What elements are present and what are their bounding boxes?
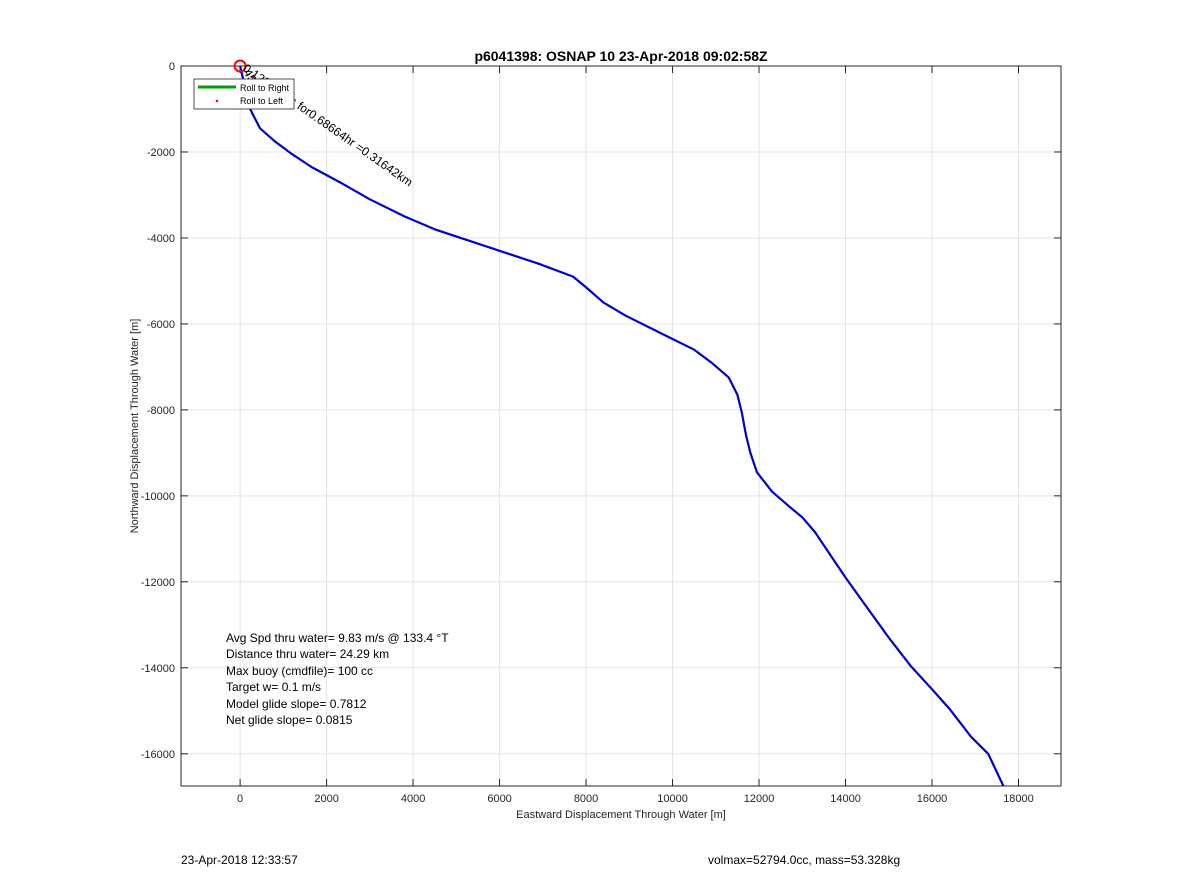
x-tick-label: 14000: [830, 793, 861, 805]
legend-box: [193, 78, 295, 110]
stats-block: Avg Spd thru water= 9.83 m/s @ 133.4 °T …: [226, 631, 449, 727]
footer-vol-mass: volmax=52794.0cc, mass=53.328kg: [708, 853, 901, 867]
y-tick-label: -4000: [147, 233, 175, 245]
x-tick-label: 6000: [487, 793, 511, 805]
ticks: [181, 65, 1061, 786]
axes-frame: [180, 65, 1062, 787]
y-tick-label: -16000: [141, 749, 175, 761]
y-tick-label: 0: [169, 61, 175, 73]
stat-model-glide: Model glide slope= 0.7812: [226, 697, 367, 711]
x-tick-label: 12000: [744, 793, 775, 805]
grid: [181, 65, 1061, 786]
y-axis-label: Northward Displacement Through Water [m]: [129, 319, 141, 534]
x-tick-label: 2000: [314, 793, 338, 805]
x-tick-label: 18000: [1003, 793, 1034, 805]
footer-timestamp: 23-Apr-2018 12:33:57: [181, 853, 298, 867]
y-tick-label: -8000: [147, 405, 175, 417]
x-axis-label: Eastward Displacement Through Water [m]: [516, 809, 726, 821]
x-tick-label: 8000: [574, 793, 598, 805]
legend-label-roll-left: Roll to Left: [240, 96, 284, 106]
x-tick-labels: 0 2000 4000 6000 8000 10000 12000 14000 16000 180…: [237, 793, 1034, 805]
stat-net-glide: Net glide slope= 0.0815: [226, 713, 353, 727]
stat-distance: Distance thru water= 24.29 km: [226, 647, 389, 661]
y-tick-label: -14000: [141, 663, 175, 675]
x-tick-label: 0: [237, 793, 243, 805]
stat-avg-speed: Avg Spd thru water= 9.83 m/s @ 133.4 °T: [226, 631, 449, 645]
legend: Roll to Right Roll to Left: [193, 78, 295, 110]
stat-target-w: Target w= 0.1 m/s: [226, 680, 321, 694]
x-tick-label: 16000: [917, 793, 948, 805]
legend-marker-roll-left: [215, 99, 219, 103]
y-tick-label: -6000: [147, 319, 175, 331]
start-marker: [233, 59, 247, 73]
stat-max-buoy: Max buoy (cmdfile)= 100 cc: [226, 664, 373, 678]
x-tick-label: 10000: [657, 793, 688, 805]
chart-title: p6041398: OSNAP 10 23-Apr-2018 09:02:58Z: [474, 48, 768, 64]
y-tick-label: -2000: [147, 147, 175, 159]
y-tick-label: -10000: [141, 491, 175, 503]
y-tick-labels: 0 -2000 -4000 -6000 -8000 -10000 -12000 -14000 -…: [141, 61, 175, 761]
x-tick-label: 4000: [401, 793, 425, 805]
y-tick-label: -12000: [141, 577, 175, 589]
track-line: [239, 65, 1005, 787]
legend-label-roll-right: Roll to Right: [240, 83, 290, 93]
